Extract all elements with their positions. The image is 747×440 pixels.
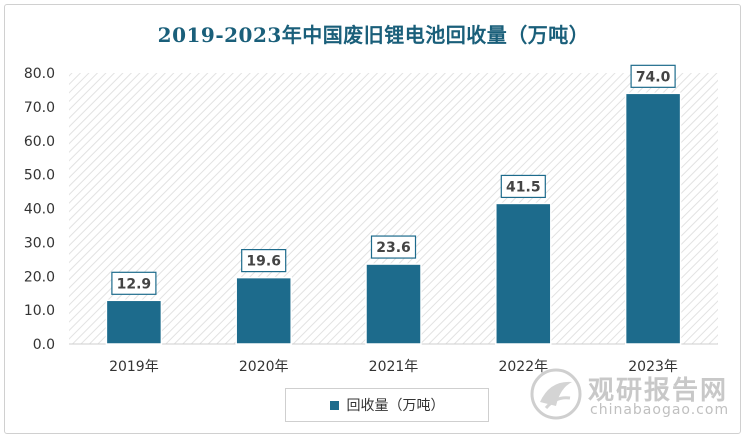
bar bbox=[495, 202, 552, 345]
chart-title: 2019-2023年中国废旧锂电池回收量（万吨） bbox=[157, 23, 590, 47]
bar bbox=[235, 276, 292, 345]
data-label-box bbox=[241, 249, 287, 273]
data-label: 19.6 bbox=[246, 254, 281, 270]
y-tick-label: 10.0 bbox=[24, 303, 55, 319]
x-tick-label: 2023年 bbox=[628, 359, 678, 375]
data-label-box bbox=[630, 64, 676, 88]
x-tick-label: 2020年 bbox=[239, 359, 289, 375]
y-tick-label: 80.0 bbox=[24, 66, 55, 82]
x-tick-label: 2019年 bbox=[109, 359, 159, 375]
y-tick-label: 0.0 bbox=[33, 337, 55, 353]
x-tick-label: 2021年 bbox=[369, 359, 419, 375]
watermark: 观研报告网 chinabaogao.com bbox=[530, 368, 730, 426]
legend-swatch bbox=[329, 400, 339, 410]
y-tick-label: 20.0 bbox=[24, 269, 55, 285]
y-tick-label: 40.0 bbox=[24, 202, 55, 218]
bar bbox=[105, 299, 163, 345]
data-label-box bbox=[370, 235, 417, 259]
bar bbox=[365, 263, 422, 345]
data-label: 12.9 bbox=[117, 276, 152, 292]
data-label: 41.5 bbox=[506, 179, 541, 195]
y-tick-label: 70.0 bbox=[24, 100, 55, 116]
bar bbox=[624, 92, 682, 345]
data-label: 74.0 bbox=[636, 69, 671, 85]
data-label-box bbox=[111, 271, 157, 295]
y-tick-label: 50.0 bbox=[24, 168, 55, 184]
watermark-logo-icon bbox=[530, 368, 582, 420]
legend-label: 回收量（万吨） bbox=[346, 398, 445, 414]
watermark-brand: 观研报告网 bbox=[588, 376, 729, 406]
y-tick-label: 30.0 bbox=[24, 235, 55, 251]
legend: 回收量（万吨） bbox=[285, 388, 489, 422]
x-tick-label: 2022年 bbox=[498, 359, 548, 375]
data-label-box bbox=[500, 174, 546, 199]
y-tick-label: 60.0 bbox=[24, 134, 55, 150]
data-label: 23.6 bbox=[376, 240, 411, 256]
watermark-url: chinabaogao.com bbox=[590, 402, 730, 418]
